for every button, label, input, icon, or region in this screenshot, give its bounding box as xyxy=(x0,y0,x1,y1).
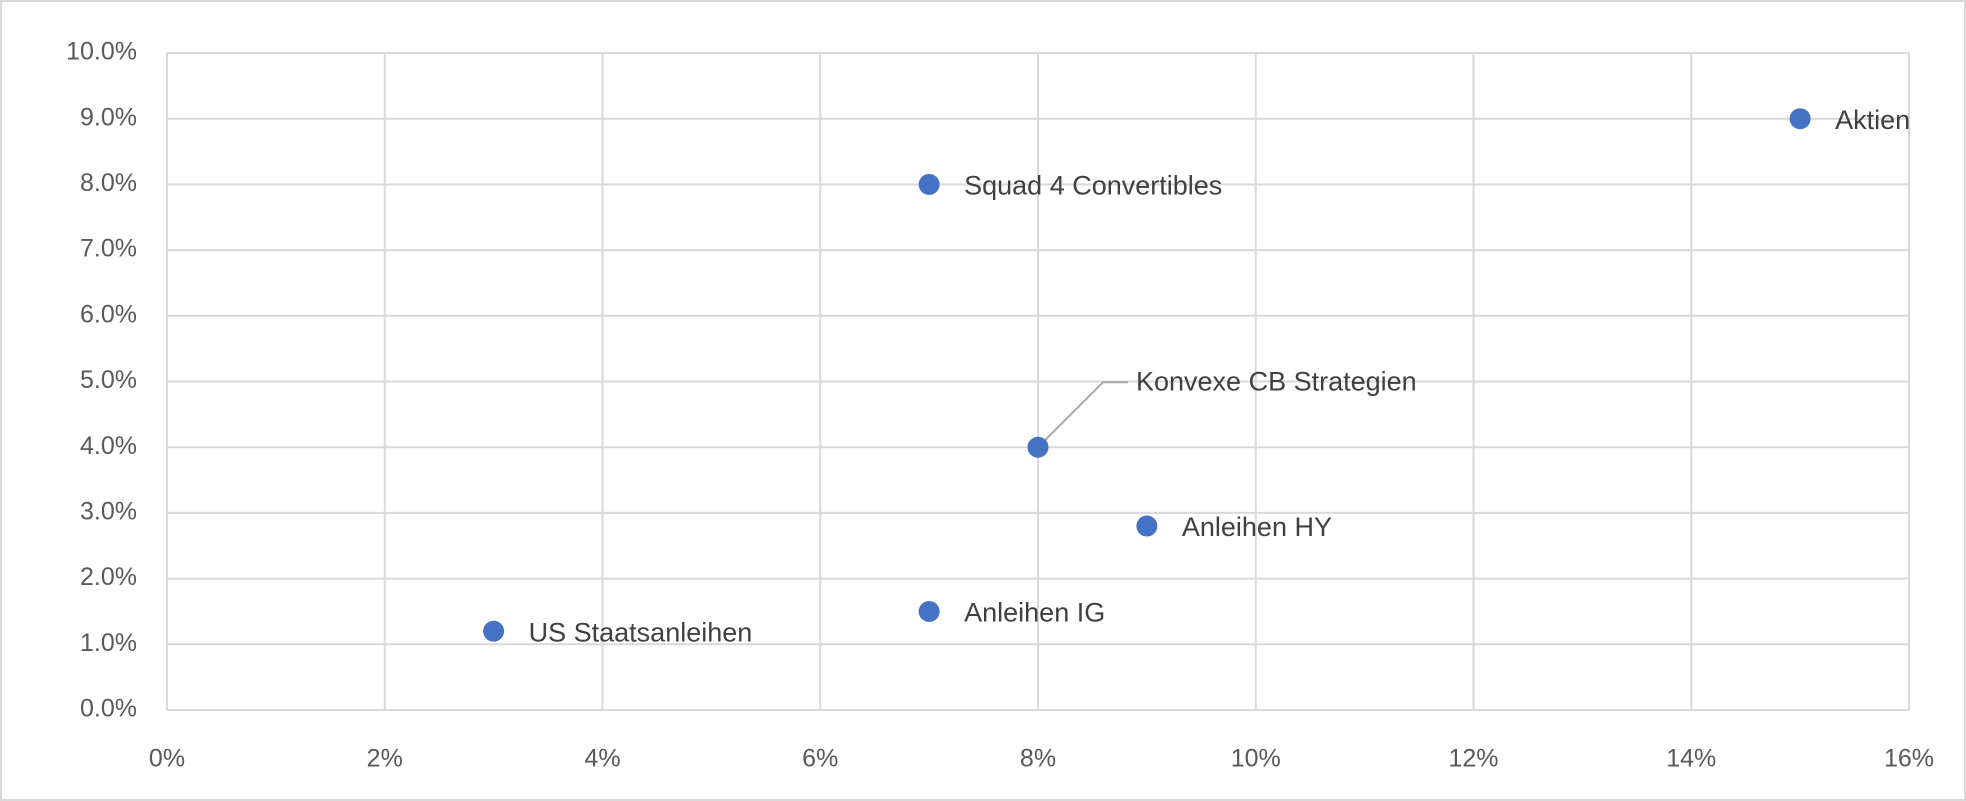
point-label: Konvexe CB Strategien xyxy=(1136,366,1417,396)
point-label: US Staatsanleihen xyxy=(529,617,753,647)
y-tick-label: 6.0% xyxy=(80,300,137,328)
point-label: Aktien xyxy=(1835,105,1910,135)
x-tick-label: 16% xyxy=(1884,745,1934,773)
y-tick-label: 7.0% xyxy=(80,235,137,263)
point xyxy=(918,173,940,195)
y-tick-label: 9.0% xyxy=(80,103,137,131)
x-tick-label: 2% xyxy=(367,745,403,773)
point xyxy=(1136,515,1158,537)
point xyxy=(918,600,940,622)
point-label: Anleihen IG xyxy=(964,598,1105,628)
x-tick-label: 14% xyxy=(1666,745,1716,773)
y-tick-label: 0.0% xyxy=(80,695,137,723)
x-tick-label: 8% xyxy=(1020,745,1056,773)
y-tick-label: 10.0% xyxy=(66,38,137,66)
x-tick-label: 12% xyxy=(1448,745,1498,773)
x-tick-label: 10% xyxy=(1231,745,1281,773)
leader-line xyxy=(1037,381,1128,448)
y-tick-label: 2.0% xyxy=(80,563,137,591)
point xyxy=(1027,436,1049,458)
point-label: Anleihen HY xyxy=(1182,512,1332,542)
point xyxy=(1789,108,1811,130)
y-tick-label: 8.0% xyxy=(80,169,137,197)
point xyxy=(483,620,505,642)
x-tick-label: 0% xyxy=(149,745,185,773)
y-tick-label: 4.0% xyxy=(80,432,137,460)
x-tick-label: 6% xyxy=(802,745,838,773)
point-label: Squad 4 Convertibles xyxy=(964,171,1222,201)
y-tick-label: 5.0% xyxy=(80,366,137,394)
y-tick-label: 1.0% xyxy=(80,629,137,657)
x-tick-label: 4% xyxy=(584,745,620,773)
y-tick-label: 3.0% xyxy=(80,498,137,526)
